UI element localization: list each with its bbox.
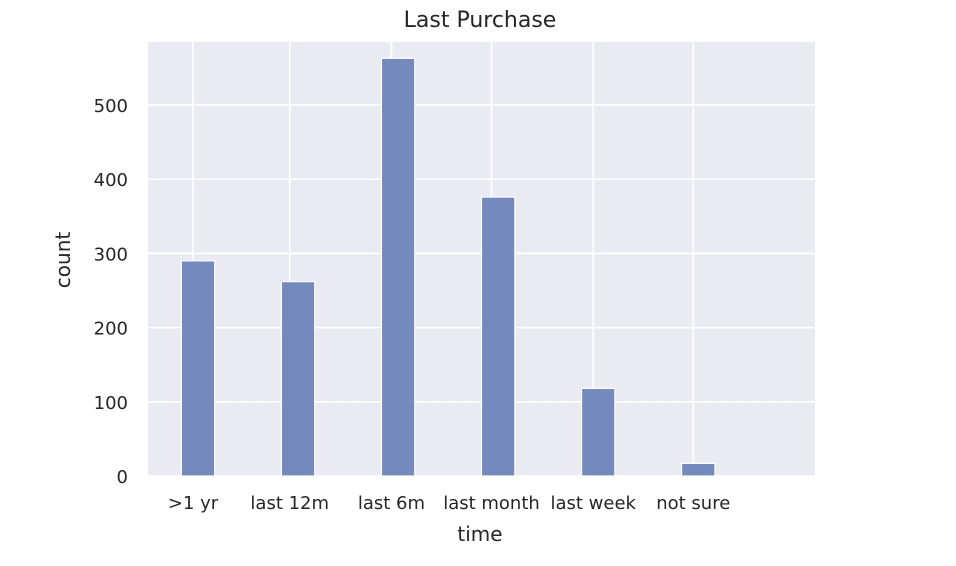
bar-1-yr [180, 260, 216, 477]
x-tick-label: last 6m [358, 493, 425, 514]
x-tick-label: >1 yr [168, 493, 219, 514]
bar-last-6m [380, 57, 416, 477]
y-tick-label: 300 [94, 244, 128, 265]
x-tick-label: not sure [656, 493, 730, 514]
bar-last-month [480, 196, 516, 477]
x-tick-label: last month [443, 493, 540, 514]
bar-last-week [580, 387, 616, 477]
y-tick-label: 200 [94, 319, 128, 340]
y-tick-label: 0 [117, 467, 128, 488]
x-tick-labels: >1 yr last 12m last 6m last month last week n… [168, 493, 730, 514]
y-axis-label: count [51, 232, 75, 289]
bars [180, 57, 716, 477]
x-tick-label: last 12m [250, 493, 329, 514]
chart-title: Last Purchase [404, 8, 557, 33]
x-axis-label: time [457, 522, 502, 546]
y-tick-label: 500 [94, 96, 128, 117]
bar-last-12m [280, 281, 316, 477]
x-tick-label: last week [550, 493, 636, 514]
bar-not-sure [680, 462, 716, 477]
y-tick-labels: 0 100 200 300 400 500 [94, 96, 128, 488]
y-tick-label: 100 [94, 393, 128, 414]
y-tick-label: 400 [94, 170, 128, 191]
